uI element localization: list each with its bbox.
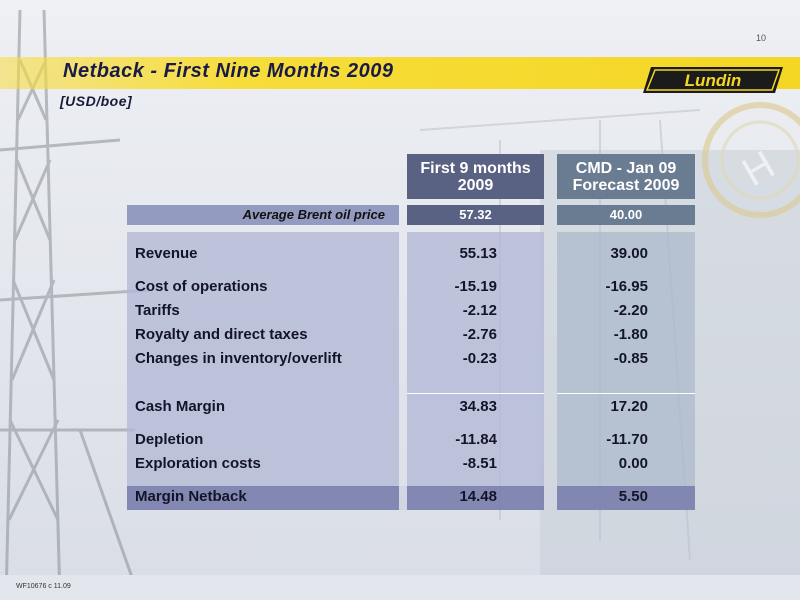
- cell-tariffs-forecast: -2.20: [613, 302, 648, 319]
- column-header-line: First 9 months: [420, 160, 531, 177]
- cell-margin-netback-first-9-months: 14.48: [459, 488, 497, 505]
- table-body-labels-panel: [127, 232, 399, 487]
- column-header-first-9-months: First 9 months 2009: [407, 154, 544, 199]
- brent-price-label: Average Brent oil price: [127, 205, 399, 225]
- row-label-tariffs: Tariffs: [135, 302, 180, 319]
- footer-document-code: WF10676 c 11.09: [16, 583, 71, 590]
- table-body-forecast-panel: [557, 232, 695, 487]
- column-header-line: CMD - Jan 09: [575, 160, 677, 177]
- cell-cash-margin-first-9-months: 34.83: [459, 398, 497, 415]
- cell-margin-netback-forecast: 5.50: [618, 488, 648, 505]
- row-label-exploration: Exploration costs: [135, 455, 261, 472]
- column-header-line: Forecast 2009: [572, 177, 680, 194]
- cell-revenue-forecast: 39.00: [610, 245, 648, 262]
- logo-text: Lundin: [685, 71, 742, 90]
- netback-gap: [544, 486, 557, 510]
- row-label-cost-of-operations: Cost of operations: [135, 278, 268, 295]
- page-number: 10: [755, 33, 766, 43]
- cell-revenue-first-9-months: 55.13: [459, 245, 497, 262]
- margin-netback-bar: [127, 486, 695, 510]
- slide-subtitle: [USD/boe]: [60, 93, 133, 109]
- column-header-line: 2009: [457, 177, 494, 194]
- row-label-depletion: Depletion: [135, 431, 204, 448]
- row-label-revenue: Revenue: [135, 245, 198, 262]
- cell-cost-of-operations-first-9-months: -15.19: [454, 278, 497, 295]
- cell-inventory-first-9-months: -0.23: [462, 350, 497, 367]
- column-header-forecast: CMD - Jan 09 Forecast 2009: [557, 154, 695, 199]
- table-body-first-9-months-panel: [407, 232, 544, 487]
- row-divider: [407, 393, 544, 394]
- cell-cost-of-operations-forecast: -16.95: [605, 278, 648, 295]
- brent-price-first-9-months: 57.32: [407, 205, 544, 225]
- netback-gap: [399, 486, 407, 510]
- row-label-cash-margin: Cash Margin: [135, 398, 226, 415]
- row-label-royalty: Royalty and direct taxes: [135, 326, 308, 343]
- brent-price-forecast: 40.00: [557, 205, 695, 225]
- row-label-inventory: Changes in inventory/overlift: [135, 350, 342, 367]
- cell-royalty-first-9-months: -2.76: [462, 326, 497, 343]
- cell-exploration-first-9-months: -8.51: [462, 455, 497, 472]
- row-divider: [557, 393, 695, 394]
- cell-tariffs-first-9-months: -2.12: [462, 302, 497, 319]
- slide-title: Netback - First Nine Months 2009: [63, 60, 394, 82]
- cell-cash-margin-forecast: 17.20: [610, 398, 648, 415]
- cell-royalty-forecast: -1.80: [613, 326, 648, 343]
- cell-exploration-forecast: 0.00: [618, 455, 648, 472]
- row-label-margin-netback: Margin Netback: [135, 488, 247, 505]
- cell-inventory-forecast: -0.85: [613, 350, 648, 367]
- cell-depletion-first-9-months: -11.84: [455, 431, 497, 448]
- lundin-logo: Lundin: [643, 67, 783, 93]
- cell-depletion-forecast: -11.70: [606, 431, 648, 448]
